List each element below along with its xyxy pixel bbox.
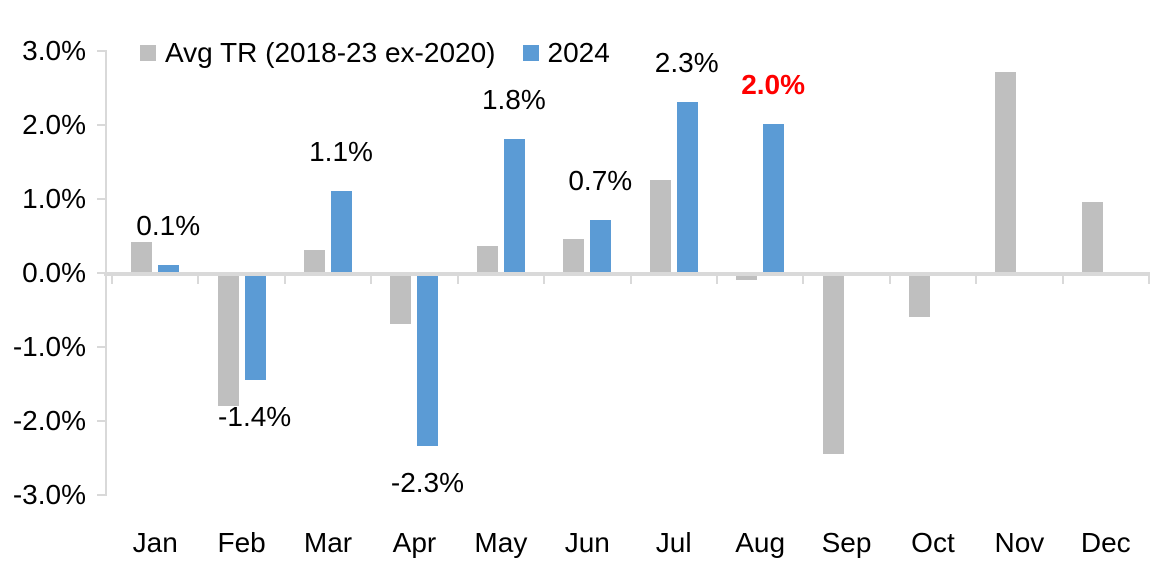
data-label-apr: -2.3% — [390, 467, 465, 499]
data-label-feb: -1.4% — [218, 400, 292, 432]
y-tick-label: 2.0% — [22, 109, 86, 140]
legend-swatch-avg-tr — [140, 45, 156, 61]
y-axis-tick — [97, 346, 105, 348]
bar-avg-apr — [390, 276, 412, 325]
legend-label-avg-tr: Avg TR (2018-23 ex-2020) — [165, 37, 496, 68]
x-axis-tick — [456, 276, 459, 284]
x-tick-label-mar: Mar — [303, 527, 353, 558]
y-axis-tick — [97, 198, 105, 200]
bar-2024-feb — [244, 276, 266, 380]
bar-2024-apr — [417, 276, 439, 447]
x-axis-tick — [197, 276, 200, 284]
y-axis-tick — [97, 124, 105, 126]
x-tick-label-sep: Sep — [821, 527, 872, 558]
x-tick-label-jan: Jan — [132, 527, 178, 558]
legend-swatch-2024 — [522, 45, 539, 61]
bar-avg-jul — [649, 179, 671, 272]
bar-avg-dec — [1081, 201, 1103, 272]
x-axis-tick — [370, 276, 373, 284]
x-axis-tick — [1148, 276, 1150, 284]
bar-2024-jul — [676, 101, 698, 272]
x-tick-label-jun: Jun — [564, 527, 610, 558]
x-axis-tick — [715, 276, 718, 284]
y-tick-label: -2.0% — [12, 405, 86, 436]
x-axis-tick — [629, 276, 632, 284]
y-tick-label: 0.0% — [22, 257, 86, 288]
data-label-jan: 0.1% — [136, 209, 201, 241]
x-tick-label-dec: Dec — [1080, 527, 1131, 558]
x-axis-tick — [111, 276, 113, 284]
legend: Avg TR (2018-23 ex-2020) 2024 — [140, 37, 610, 69]
bar-avg-feb — [217, 276, 239, 406]
bar-avg-sep — [822, 276, 844, 454]
x-tick-label-aug: Aug — [735, 527, 786, 558]
y-axis-tick — [97, 420, 105, 422]
bar-2024-jan — [158, 264, 180, 272]
data-label-aug: 2.0% — [741, 69, 806, 100]
x-tick-label-jul: Jul — [655, 527, 692, 558]
y-axis-tick — [97, 50, 105, 52]
y-tick-label: 1.0% — [22, 183, 86, 214]
bar-avg-nov — [995, 72, 1017, 272]
bar-avg-jan — [131, 242, 153, 272]
bar-avg-mar — [304, 249, 326, 272]
x-axis-line — [104, 272, 1150, 276]
legend-item-2024: 2024 — [522, 37, 610, 69]
data-label-may: 1.8% — [481, 83, 546, 115]
y-tick-label: 3.0% — [22, 35, 86, 66]
legend-label-2024: 2024 — [547, 37, 610, 68]
legend-item-avg-tr: Avg TR (2018-23 ex-2020) — [140, 37, 496, 69]
y-tick-label: -3.0% — [12, 479, 86, 510]
bar-avg-aug — [736, 276, 758, 281]
bar-2024-mar — [331, 190, 353, 272]
x-tick-label-nov: Nov — [994, 527, 1045, 558]
bar-avg-jun — [563, 238, 585, 272]
bar-2024-aug — [763, 124, 785, 272]
x-axis-tick — [975, 276, 978, 284]
bar-avg-may — [476, 246, 498, 272]
x-axis-tick — [543, 276, 546, 284]
x-axis-tick — [283, 276, 286, 284]
x-tick-label-apr: Apr — [392, 527, 437, 558]
x-axis-tick — [888, 276, 891, 284]
data-label-jul: 2.3% — [654, 46, 719, 78]
y-axis-tick — [97, 494, 105, 496]
data-label-mar: 1.1% — [309, 135, 373, 167]
x-tick-label-may: May — [474, 527, 528, 558]
x-axis-tick — [802, 276, 805, 284]
y-tick-label: -1.0% — [12, 331, 86, 362]
x-axis-tick — [1061, 276, 1064, 284]
y-axis-tick — [97, 272, 105, 274]
bar-2024-jun — [590, 220, 612, 272]
x-tick-label-feb: Feb — [217, 527, 266, 558]
bar-avg-oct — [908, 276, 930, 317]
data-label-jun: 0.7% — [568, 165, 633, 197]
x-tick-label-oct: Oct — [911, 527, 955, 558]
bar-2024-may — [503, 138, 525, 272]
